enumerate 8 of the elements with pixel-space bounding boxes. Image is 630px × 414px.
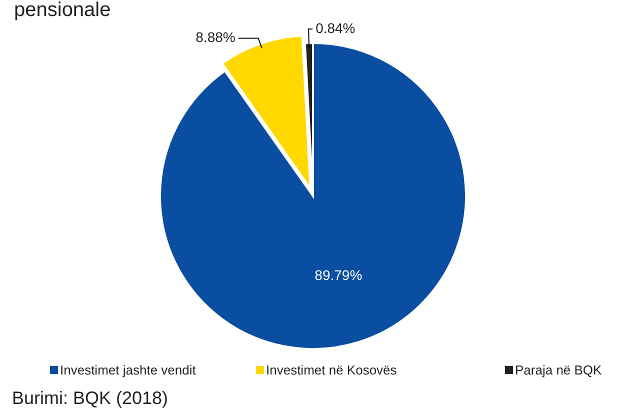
data-label: 8.88%: [196, 28, 236, 45]
chart-title: pensionale: [14, 0, 111, 21]
data-label: 89.79%: [314, 266, 362, 283]
text: Burimi: BQK (2018): [12, 388, 168, 408]
legend-label: Paraja në BQK: [515, 362, 602, 378]
legend-label: Investimet jashte vendit: [60, 362, 196, 378]
legend-label: Investimet në Kosovës: [266, 362, 398, 378]
data-label: 0.84%: [316, 20, 356, 36]
